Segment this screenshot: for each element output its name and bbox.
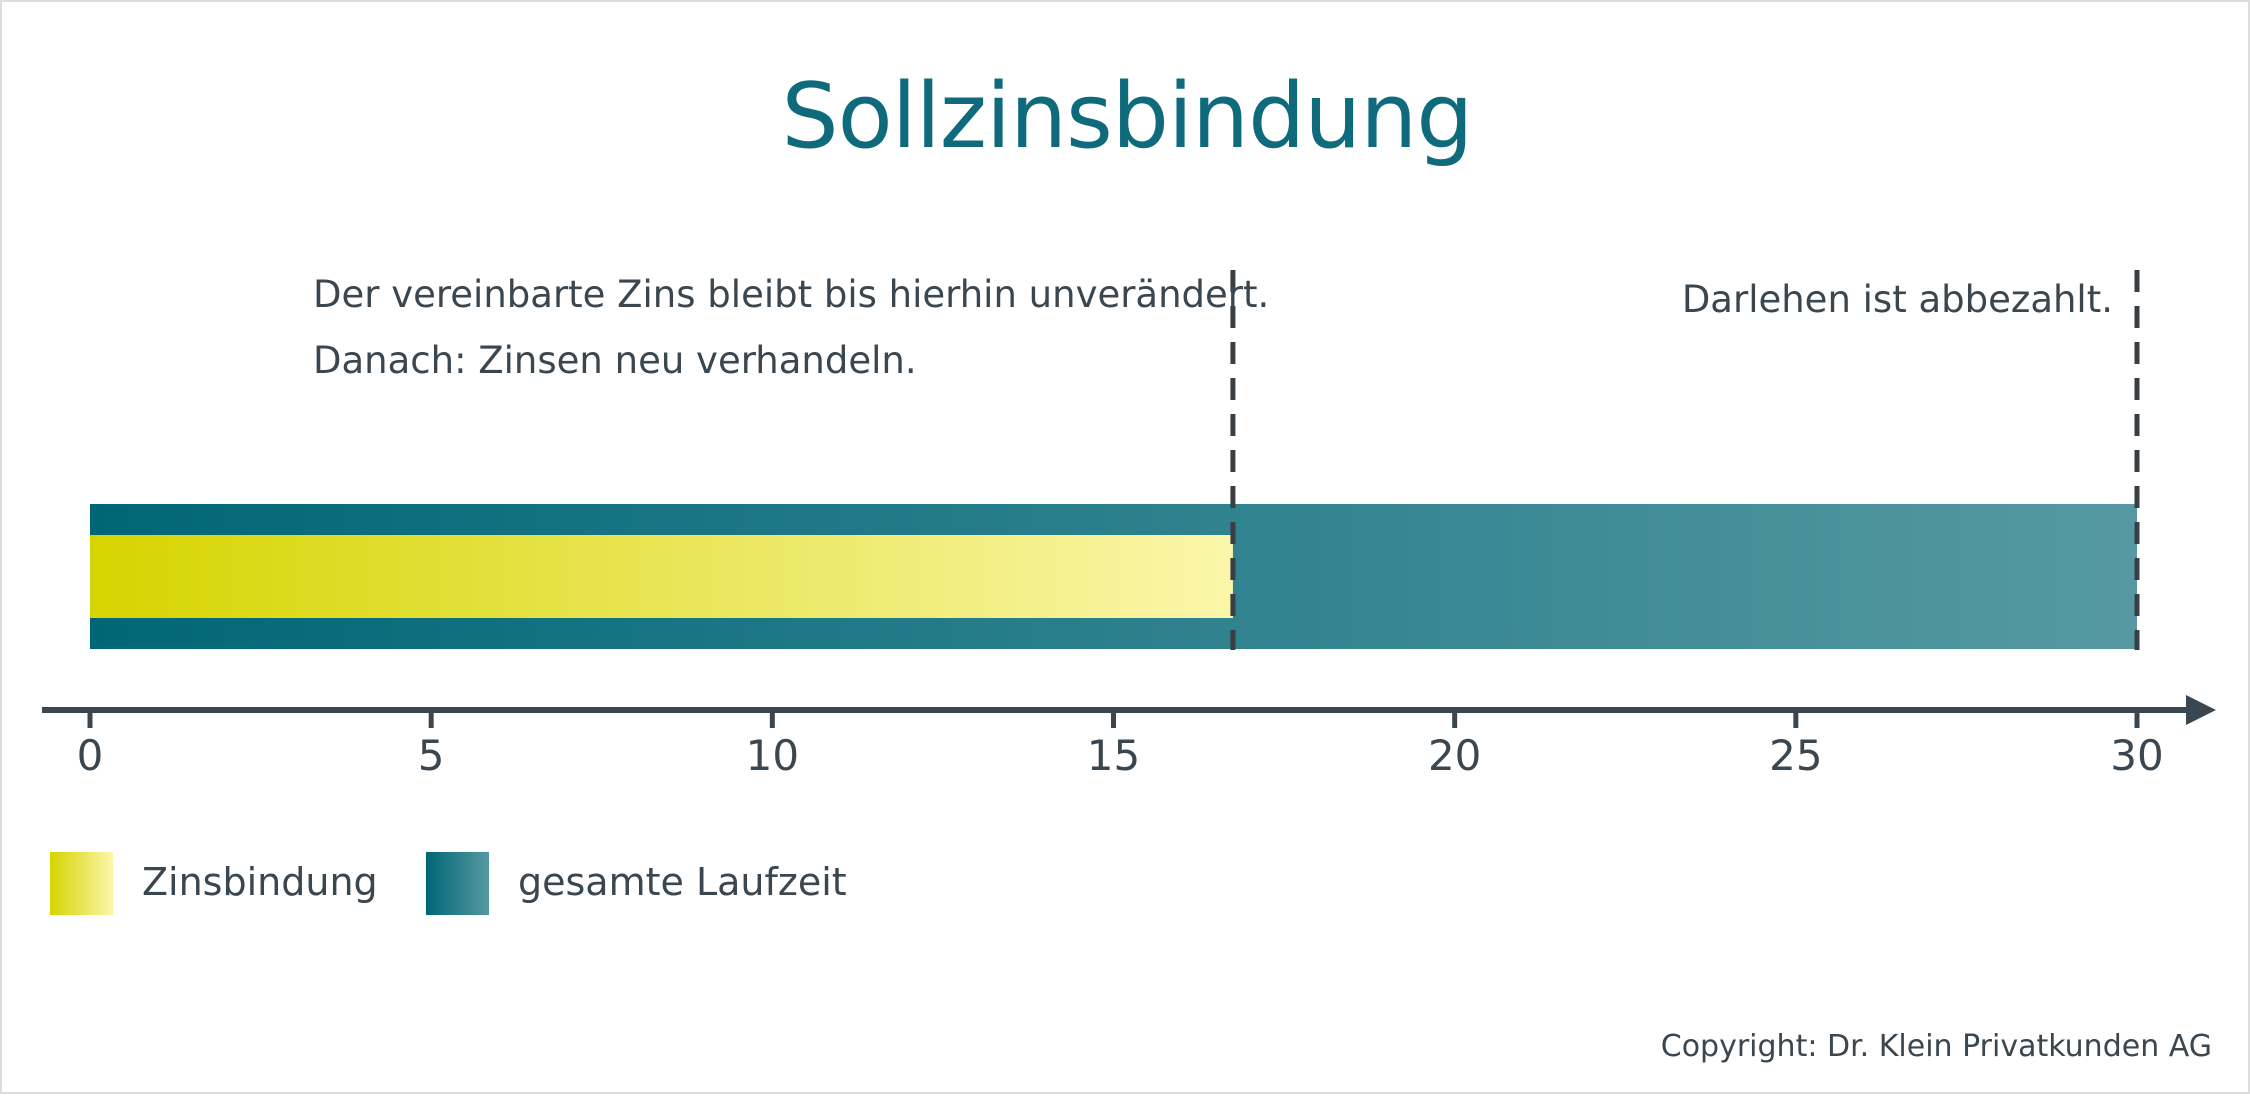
legend-swatch-2	[426, 852, 489, 915]
marker-annotation-1-line-1: Der vereinbarte Zins bleibt bis hierhin …	[313, 273, 1269, 316]
legend-label-2: gesamte Laufzeit	[518, 860, 847, 904]
x-tick-label-30: 30	[2110, 731, 2163, 780]
x-tick-label-0: 0	[77, 731, 104, 780]
copyright-text: Copyright: Dr. Klein Privatkunden AG	[1661, 1029, 2212, 1064]
x-tick-label-25: 25	[1769, 731, 1822, 780]
x-axis-arrow-icon	[2186, 695, 2216, 725]
legend-label-1: Zinsbindung	[142, 860, 378, 904]
x-tick-label-20: 20	[1428, 731, 1481, 780]
legend-swatch-1	[50, 852, 113, 915]
chart-title: Sollzinsbindung	[781, 64, 1474, 169]
marker-annotation-1-line-2: Danach: Zinsen neu verhandeln.	[313, 339, 917, 382]
x-tick-label-15: 15	[1087, 731, 1140, 780]
marker-annotation-2-line-1: Darlehen ist abbezahlt.	[1682, 278, 2113, 321]
bar-zinsbindung	[90, 535, 1233, 618]
x-tick-label-10: 10	[746, 731, 799, 780]
x-tick-label-5: 5	[418, 731, 445, 780]
